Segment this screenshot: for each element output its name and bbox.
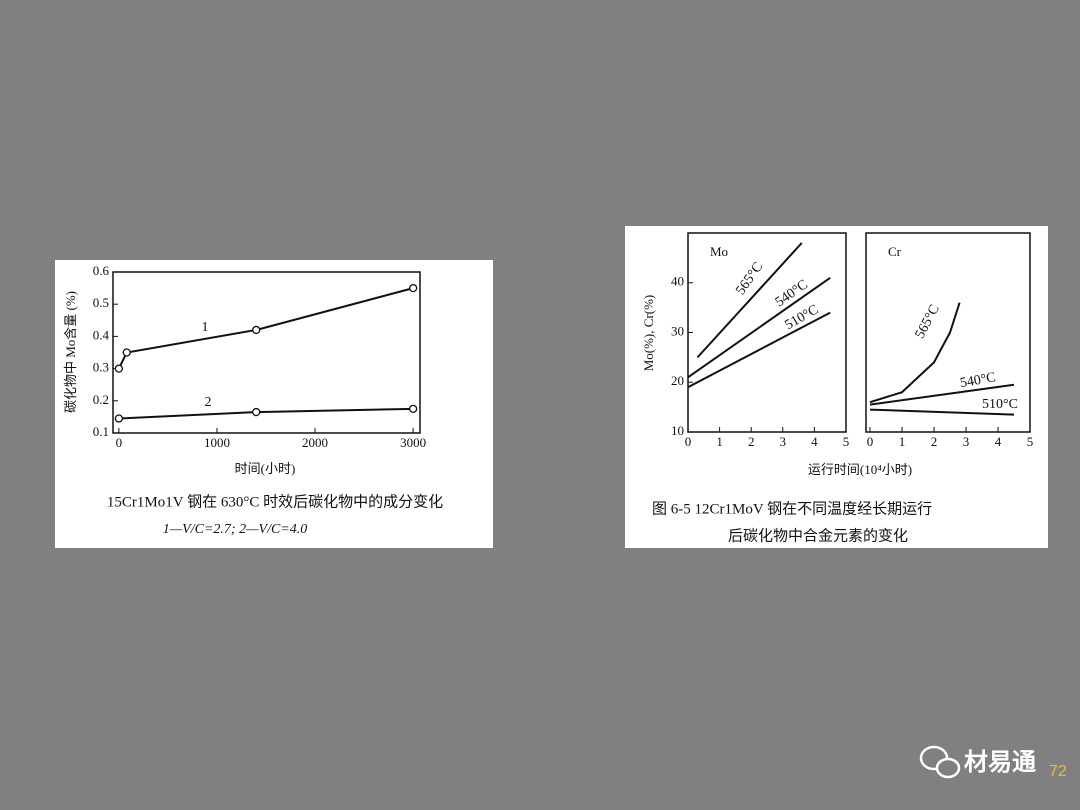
y-tick-label: 10: [671, 423, 684, 438]
series-label: 540°C: [959, 370, 997, 391]
x-tick-label: 2: [931, 434, 938, 449]
panel-title: Cr: [888, 244, 902, 259]
figure-panel: [625, 226, 1048, 548]
x-tick-label: 0: [685, 434, 692, 449]
x-tick-label: 5: [1027, 434, 1034, 449]
y-tick-label: 30: [671, 323, 684, 338]
caption: 图 6-5 12Cr1MoV 钢在不同温度经长期运行: [652, 500, 932, 517]
data-point: [408, 283, 418, 293]
caption: 后碳化物中合金元素的变化: [728, 527, 908, 544]
plot-frame: [865, 232, 1031, 433]
x-tick-label: 2000: [302, 435, 328, 450]
data-line: [869, 383, 1015, 406]
series-label: 2: [205, 395, 212, 410]
data-line: [869, 302, 961, 404]
data-point: [114, 414, 124, 423]
x-tick-label: 1: [716, 434, 723, 449]
x-tick-label: 2: [748, 434, 755, 449]
x-tick-label: 4: [995, 434, 1002, 449]
y-tick-label: 0.4: [93, 327, 110, 342]
y-tick-label: 40: [671, 274, 684, 289]
data-point: [408, 404, 418, 414]
series-label: 510°C: [982, 397, 1018, 412]
x-tick-label: 1: [899, 434, 906, 449]
brand: 材易通: [964, 748, 1036, 776]
y-tick-label: 20: [671, 373, 684, 388]
y-tick-label: 0.1: [93, 424, 109, 439]
x-tick-label: 4: [811, 434, 818, 449]
y-axis-label: 碳化物中 Mo含量 (%): [63, 291, 78, 413]
series-label: 1: [202, 320, 209, 335]
panel-title: Mo: [710, 244, 728, 259]
x-tick-label: 1000: [204, 435, 230, 450]
x-axis-label: 时间(小时): [235, 461, 296, 476]
y-tick-label: 0.5: [93, 295, 109, 310]
data-point: [252, 407, 261, 417]
y-tick-label: 0.3: [93, 360, 109, 375]
wechat-icon: [919, 745, 961, 779]
caption: 15Cr1Mo1V 钢在 630°C 时效后碳化物中的成分变化: [107, 493, 443, 510]
plot-frame: [112, 271, 421, 434]
data-point: [114, 364, 124, 373]
data-line: [117, 287, 414, 370]
data-line: [696, 242, 803, 359]
y-axis-label: Mo(%), Cr(%): [641, 295, 656, 372]
caption: 1—V/C=2.7; 2—V/C=4.0: [163, 522, 308, 537]
x-axis-label: 运行时间(10⁴小时): [808, 462, 912, 477]
data-line: [687, 311, 831, 389]
data-point: [122, 348, 131, 357]
x-tick-label: 0: [116, 435, 123, 450]
data-point: [252, 325, 261, 335]
x-tick-label: 0: [867, 434, 874, 449]
x-tick-label: 3: [780, 434, 787, 449]
x-tick-label: 5: [843, 434, 850, 449]
y-tick-label: 0.2: [93, 392, 109, 407]
data-line: [687, 276, 831, 379]
x-tick-label: 3000: [400, 435, 426, 450]
y-tick-label: 0.6: [93, 263, 110, 278]
x-tick-label: 3: [963, 434, 970, 449]
page-number: 72: [1049, 763, 1067, 780]
data-line: [869, 408, 1015, 416]
